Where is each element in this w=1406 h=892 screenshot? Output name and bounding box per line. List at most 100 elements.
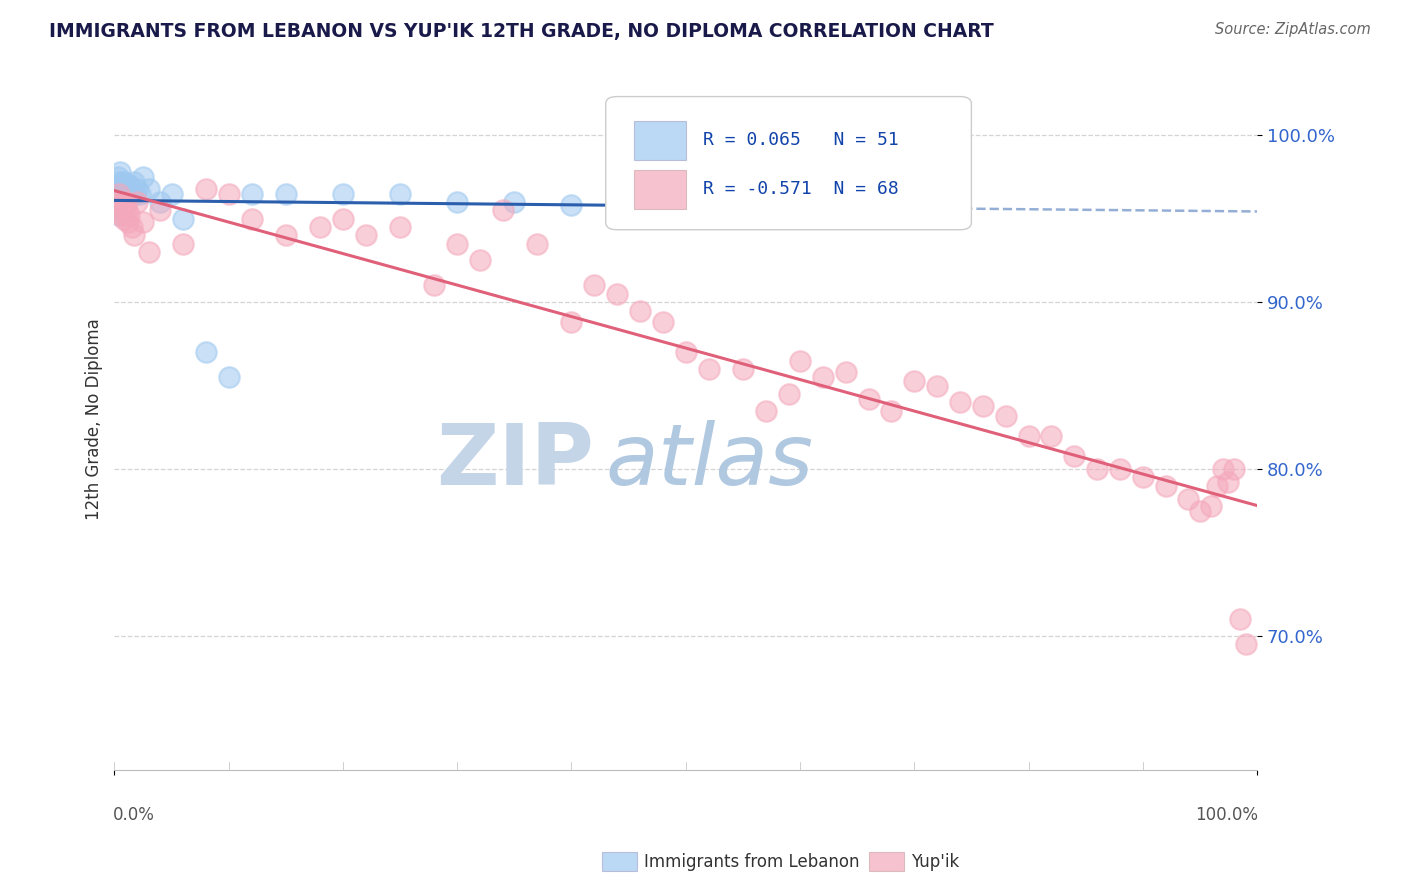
Point: [389, 220, 412, 235]
Point: [274, 228, 297, 243]
Point: [354, 228, 377, 243]
Point: [108, 208, 131, 222]
Point: [218, 370, 240, 384]
Point: [124, 186, 146, 201]
Text: 0.0%: 0.0%: [114, 806, 155, 824]
Point: [160, 186, 183, 201]
Point: [115, 192, 138, 206]
Point: [149, 203, 172, 218]
Point: [218, 186, 240, 201]
Point: [1040, 428, 1063, 442]
Point: [107, 195, 129, 210]
Point: [903, 186, 925, 201]
Point: [194, 345, 217, 359]
Y-axis label: 12th Grade, No Diploma: 12th Grade, No Diploma: [86, 318, 103, 520]
Point: [492, 203, 515, 218]
Text: Yup'ik: Yup'ik: [911, 853, 959, 871]
Point: [332, 211, 354, 226]
Point: [503, 195, 526, 210]
Point: [731, 195, 754, 210]
Point: [1218, 475, 1240, 490]
Text: R = -0.571  N = 68: R = -0.571 N = 68: [703, 180, 898, 198]
Text: 100.0%: 100.0%: [1195, 806, 1258, 824]
Point: [138, 182, 160, 196]
Point: [108, 186, 131, 201]
Point: [115, 203, 138, 218]
Point: [107, 178, 129, 193]
Point: [128, 186, 150, 201]
Point: [194, 182, 217, 196]
Point: [1109, 462, 1132, 476]
Point: [789, 353, 811, 368]
Point: [560, 198, 582, 212]
Point: [111, 195, 134, 210]
Point: [1201, 499, 1223, 513]
Point: [132, 169, 155, 184]
Text: atlas: atlas: [606, 419, 814, 502]
Point: [834, 365, 856, 379]
Point: [1132, 470, 1154, 484]
Point: [1206, 479, 1229, 493]
Point: [1154, 479, 1177, 493]
Point: [110, 190, 132, 204]
Point: [110, 195, 132, 210]
Point: [1177, 492, 1199, 507]
Point: [1188, 504, 1211, 518]
Text: Source: ZipAtlas.com: Source: ZipAtlas.com: [1215, 22, 1371, 37]
Point: [583, 278, 606, 293]
Point: [880, 403, 903, 417]
Point: [111, 198, 134, 212]
Point: [1212, 462, 1234, 476]
Point: [110, 198, 132, 212]
Text: Immigrants from Lebanon: Immigrants from Lebanon: [644, 853, 859, 871]
Point: [526, 236, 548, 251]
Point: [127, 182, 149, 196]
Point: [446, 195, 468, 210]
Point: [560, 315, 582, 329]
Point: [1063, 449, 1085, 463]
Text: R = 0.065   N = 51: R = 0.065 N = 51: [703, 131, 898, 149]
Point: [114, 186, 136, 201]
Point: [114, 198, 136, 212]
Point: [121, 186, 143, 201]
Point: [112, 175, 135, 189]
Point: [697, 362, 720, 376]
Point: [240, 186, 263, 201]
Point: [778, 387, 800, 401]
Point: [121, 220, 143, 235]
Point: [755, 403, 778, 417]
Point: [117, 186, 139, 201]
Point: [949, 395, 972, 409]
Point: [108, 190, 131, 204]
Point: [122, 175, 145, 189]
FancyBboxPatch shape: [606, 96, 972, 230]
Point: [823, 192, 845, 206]
Point: [108, 198, 131, 212]
Point: [127, 195, 149, 210]
Point: [117, 215, 139, 229]
Point: [240, 211, 263, 226]
Point: [108, 203, 131, 218]
FancyBboxPatch shape: [634, 170, 686, 209]
Point: [1223, 462, 1246, 476]
Point: [115, 182, 138, 196]
Point: [108, 203, 131, 218]
Text: ZIP: ZIP: [437, 419, 595, 502]
Point: [903, 374, 925, 388]
Point: [115, 195, 138, 210]
Point: [138, 245, 160, 260]
Point: [389, 186, 412, 201]
Point: [149, 195, 172, 210]
Point: [120, 186, 142, 201]
Point: [675, 345, 697, 359]
Point: [112, 195, 135, 210]
Point: [107, 186, 129, 201]
Point: [118, 178, 141, 193]
Point: [118, 208, 141, 222]
Point: [112, 211, 135, 226]
Point: [651, 195, 673, 210]
Point: [111, 182, 134, 196]
Point: [606, 286, 628, 301]
Point: [172, 211, 194, 226]
Point: [1018, 428, 1040, 442]
